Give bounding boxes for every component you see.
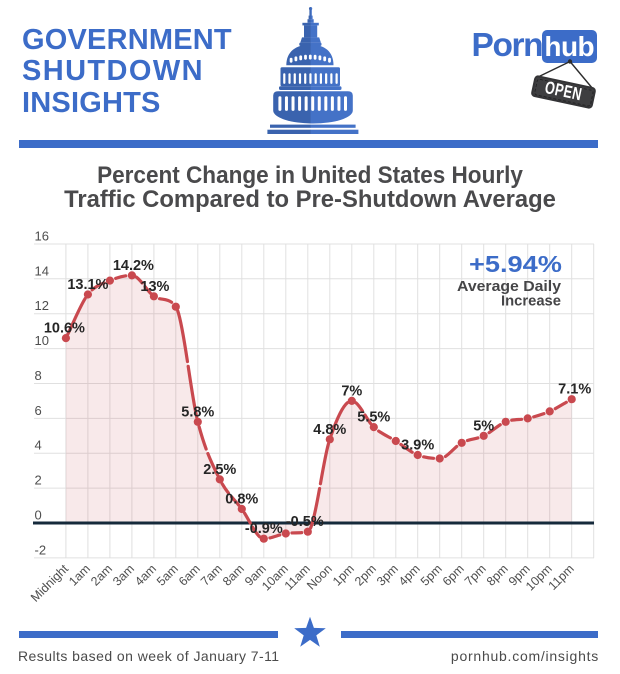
svg-text:3.9%: 3.9% — [401, 438, 434, 454]
svg-text:10.6%: 10.6% — [44, 321, 85, 337]
svg-text:11pm: 11pm — [546, 562, 577, 593]
svg-text:2.5%: 2.5% — [203, 462, 236, 478]
svg-text:4pm: 4pm — [396, 562, 423, 589]
svg-text:3am: 3am — [110, 562, 137, 589]
svg-text:Increase: Increase — [501, 294, 561, 310]
svg-text:2pm: 2pm — [352, 562, 379, 589]
svg-text:1am: 1am — [66, 562, 93, 589]
svg-text:2: 2 — [35, 473, 42, 488]
svg-text:+5.94%: +5.94% — [469, 251, 562, 277]
svg-text:7pm: 7pm — [462, 562, 489, 589]
svg-text:5.8%: 5.8% — [181, 404, 214, 420]
svg-text:6pm: 6pm — [440, 562, 467, 589]
svg-text:Midnight: Midnight — [28, 561, 71, 604]
svg-text:10: 10 — [35, 333, 49, 348]
svg-text:12: 12 — [35, 298, 49, 313]
svg-text:-2: -2 — [35, 542, 47, 557]
svg-text:13%: 13% — [140, 279, 169, 295]
svg-text:4: 4 — [35, 438, 42, 453]
svg-text:0: 0 — [35, 508, 42, 523]
svg-text:5am: 5am — [154, 562, 181, 589]
svg-text:13.1%: 13.1% — [67, 277, 108, 293]
svg-text:7.1%: 7.1% — [558, 382, 591, 398]
svg-text:3pm: 3pm — [374, 562, 401, 589]
svg-text:2am: 2am — [88, 562, 115, 589]
svg-text:14.2%: 14.2% — [113, 258, 154, 274]
svg-text:5%: 5% — [473, 418, 494, 434]
svg-text:14: 14 — [35, 263, 49, 278]
svg-text:0.8%: 0.8% — [225, 492, 258, 508]
svg-text:8am: 8am — [220, 562, 247, 589]
svg-text:6: 6 — [35, 403, 42, 418]
svg-text:8: 8 — [35, 368, 42, 383]
svg-text:-0.9%: -0.9% — [245, 521, 283, 537]
svg-text:8pm: 8pm — [484, 562, 511, 589]
svg-text:16: 16 — [35, 229, 49, 244]
svg-text:-0.5%: -0.5% — [286, 514, 324, 530]
svg-text:4.8%: 4.8% — [313, 422, 346, 438]
svg-text:Average Daily: Average Daily — [457, 279, 561, 295]
svg-text:1pm: 1pm — [330, 562, 357, 589]
svg-text:6am: 6am — [176, 562, 203, 589]
svg-text:7%: 7% — [341, 383, 362, 399]
svg-text:4am: 4am — [132, 562, 159, 589]
svg-text:7am: 7am — [198, 562, 225, 589]
svg-text:5pm: 5pm — [418, 562, 445, 589]
svg-text:5.5%: 5.5% — [357, 410, 390, 426]
